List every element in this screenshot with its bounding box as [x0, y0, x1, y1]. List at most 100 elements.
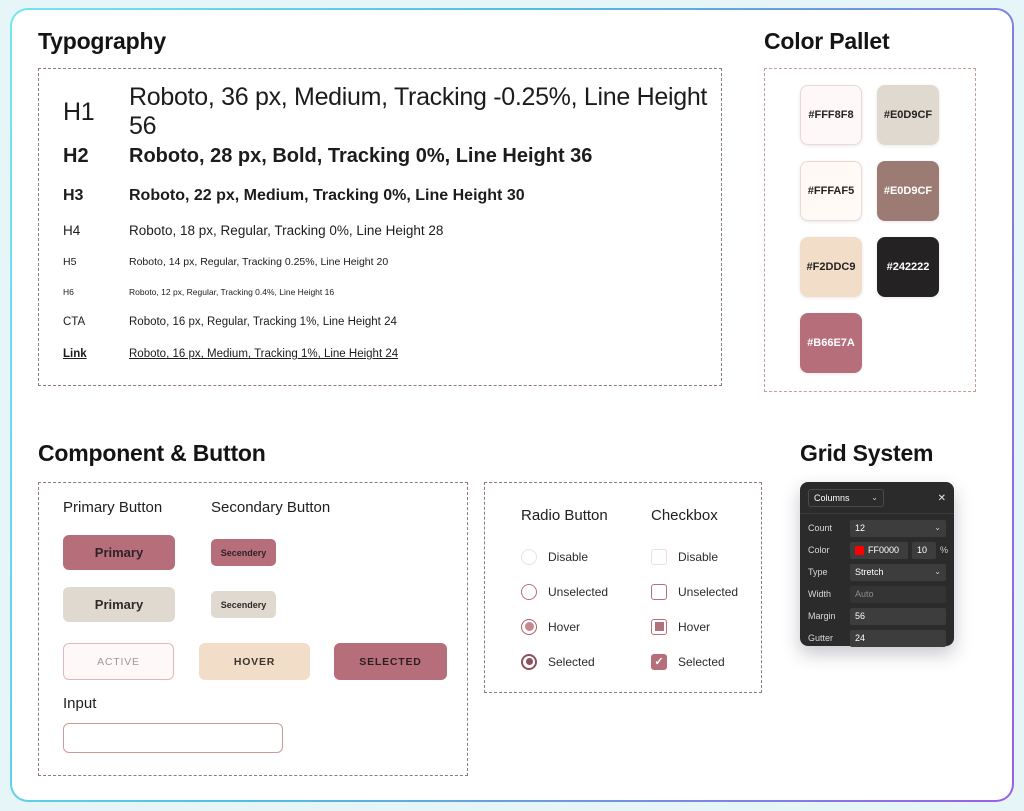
radio-unselected[interactable]: [521, 583, 537, 600]
grid-type-dropdown[interactable]: Columns ⌄: [808, 489, 884, 507]
checkbox-title: Checkbox: [651, 507, 718, 524]
color-swatch: #B66E7A: [800, 313, 862, 373]
gutter-value: 24: [855, 633, 866, 643]
checkbox-row-unselected: Unselected: [651, 574, 738, 609]
checkbox-row-hover: Hover: [651, 609, 738, 644]
layout-grid-settings-panel: Columns ⌄ ✕ Count 12 ⌄ Color FF0000: [800, 482, 954, 647]
count-row: Count 12 ⌄: [808, 519, 946, 537]
primary-button[interactable]: Primary: [63, 535, 175, 570]
checkbox-hover[interactable]: [651, 618, 667, 635]
count-value: 12: [855, 523, 866, 533]
state-label: Selected: [548, 654, 595, 669]
type-row-h5: H5 Roboto, 14 px, Regular, Tracking 0.25…: [63, 247, 721, 277]
grid-panel-header: Columns ⌄ ✕: [800, 489, 954, 514]
type-label: H2: [63, 144, 89, 167]
chevron-down-icon: ⌄: [871, 493, 878, 502]
color-swatch: #FFF8F8: [800, 85, 862, 145]
state-label: Hover: [548, 619, 581, 634]
state-label: Hover: [678, 619, 711, 634]
color-input[interactable]: FF0000: [850, 541, 908, 559]
radio-row-selected: Selected: [521, 644, 608, 679]
radio-button-title: Radio Button: [521, 507, 608, 524]
type-row-h3: H3 Roboto, 22 px, Medium, Tracking 0%, L…: [63, 177, 721, 214]
checkbox-state-list: Disable Unselected Hover ✓ Selected: [651, 539, 738, 679]
type-spec: Roboto, 14 px, Regular, Tracking 0.25%, …: [129, 256, 389, 268]
radio-disable[interactable]: [521, 548, 537, 565]
hover-state-button[interactable]: HOVER: [199, 643, 310, 680]
type-label: Link: [63, 348, 87, 360]
type-label: Type: [808, 567, 828, 577]
color-swatch: #242222: [877, 237, 939, 297]
secondary-button-alt[interactable]: Secendery: [211, 591, 276, 618]
color-hex-label: #F2DDC9: [806, 261, 856, 273]
margin-value: 56: [855, 611, 866, 621]
checkbox-disable[interactable]: [651, 548, 667, 565]
state-label: Selected: [678, 654, 725, 669]
type-spec: Roboto, 16 px, Regular, Tracking 1%, Lin…: [129, 316, 397, 328]
primary-button-alt[interactable]: Primary: [63, 587, 175, 622]
margin-row: Margin 56: [808, 607, 946, 625]
component-title: Component & Button: [38, 440, 266, 466]
card-gradient-border: Typography Color Pallet Component & Butt…: [10, 8, 1014, 802]
gutter-input[interactable]: 24: [850, 629, 946, 647]
type-label: H6: [63, 286, 74, 297]
text-input[interactable]: [63, 723, 283, 753]
width-label: Width: [808, 589, 832, 599]
type-label: CTA: [63, 316, 86, 328]
state-label: Unselected: [548, 584, 609, 599]
type-row-h1: H1 Roboto, 36 px, Medium, Tracking -0.25…: [63, 83, 721, 140]
check-icon: ✓: [654, 656, 664, 668]
checkbox-selected[interactable]: ✓: [651, 653, 667, 670]
color-hex-label: #E0D9CF: [883, 109, 933, 121]
color-swatch: #E0D9CF: [877, 85, 939, 145]
typography-title: Typography: [38, 28, 166, 54]
state-label: Disable: [678, 549, 719, 564]
type-spec: Roboto, 28 px, Bold, Tracking 0%, Line H…: [129, 144, 593, 167]
type-value: Stretch: [855, 567, 884, 577]
width-input[interactable]: Auto: [850, 585, 946, 603]
type-spec: Roboto, 18 px, Regular, Tracking 0%, Lin…: [129, 223, 444, 238]
grid-system-title: Grid System: [800, 440, 934, 466]
selected-state-button[interactable]: SELECTED: [334, 643, 447, 680]
opacity-input[interactable]: 10: [912, 541, 936, 559]
count-dropdown[interactable]: 12 ⌄: [850, 519, 946, 537]
count-label: Count: [808, 523, 833, 533]
margin-label: Margin: [808, 611, 836, 621]
opacity-unit: %: [940, 545, 949, 555]
radio-selected[interactable]: [521, 653, 537, 670]
type-label: H4: [63, 223, 81, 238]
color-swatch: #FFFAF5: [800, 161, 862, 221]
color-pallet-panel: #FFF8F8 #E0D9CF #FFFAF5 #E0D9CF #F2DDC9 …: [764, 68, 976, 392]
active-state-button[interactable]: ACTIVE: [63, 643, 174, 680]
input-label: Input: [63, 695, 97, 712]
gutter-row: Gutter 24: [808, 629, 946, 647]
checkbox-unselected[interactable]: [651, 583, 667, 600]
radio-hover[interactable]: [521, 618, 537, 635]
color-chip: [855, 545, 864, 555]
radio-row-hover: Hover: [521, 609, 608, 644]
state-label: Disable: [548, 549, 589, 564]
close-icon[interactable]: ✕: [937, 492, 946, 504]
type-dropdown[interactable]: Stretch ⌄: [850, 563, 946, 581]
color-hex-label: #FFFAF5: [807, 185, 855, 197]
secondary-button[interactable]: Secendery: [211, 539, 276, 566]
type-label: H5: [63, 256, 77, 268]
type-label: H1: [63, 97, 95, 126]
secondary-button-label: Secondary Button: [211, 499, 331, 516]
component-panel: Primary Button Secondary Button Primary …: [38, 482, 468, 776]
controls-panel: Radio Button Checkbox Disable Unselected…: [484, 482, 762, 693]
grid-type-value: Columns: [814, 493, 850, 503]
margin-input[interactable]: 56: [850, 607, 946, 625]
color-hex-label: #FFF8F8: [808, 109, 854, 121]
color-row: Color FF0000 10 %: [808, 541, 949, 559]
type-row-h2: H2 Roboto, 28 px, Bold, Tracking 0%, Lin…: [63, 135, 721, 177]
chevron-down-icon: ⌄: [934, 567, 941, 576]
color-hex-value: FF0000: [868, 545, 900, 555]
state-label: Unselected: [678, 584, 739, 599]
style-guide-card: Typography Color Pallet Component & Butt…: [12, 10, 1012, 800]
radio-row-unselected: Unselected: [521, 574, 608, 609]
radio-row-disable: Disable: [521, 539, 608, 574]
type-row-cta: CTA Roboto, 16 px, Regular, Tracking 1%,…: [63, 306, 721, 338]
width-row: Width Auto: [808, 585, 946, 603]
type-spec: Roboto, 16 px, Medium, Tracking 1%, Line…: [129, 348, 399, 360]
